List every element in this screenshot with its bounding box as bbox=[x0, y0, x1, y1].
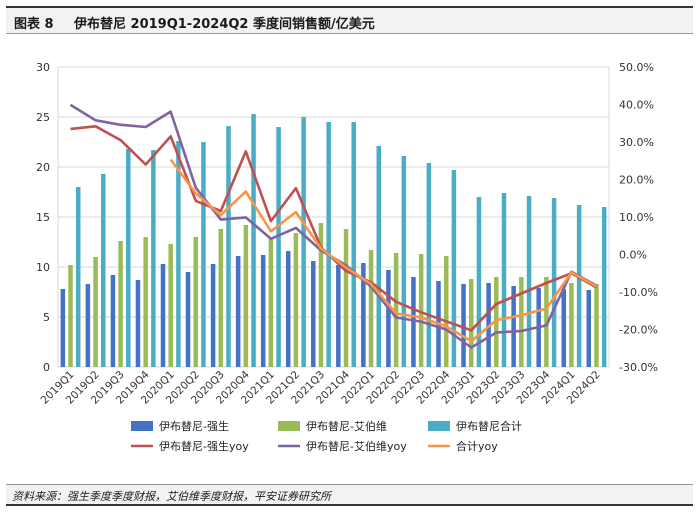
bar-abbv bbox=[594, 284, 599, 367]
bar-abbv bbox=[218, 229, 224, 367]
y-right-tick-label: 10.0% bbox=[619, 211, 654, 224]
y-right-tick-label: -10.0% bbox=[619, 286, 658, 299]
bar-total bbox=[451, 170, 457, 367]
bar-total bbox=[176, 141, 181, 367]
source-bar: 资料来源：强生季度季度财报，艾伯维季度财报，平安证券研究所 bbox=[6, 484, 693, 506]
y-left-tick-label: 0 bbox=[43, 361, 50, 374]
bar-total bbox=[326, 122, 331, 367]
bar-abbv bbox=[519, 277, 524, 367]
legend-swatch bbox=[278, 421, 300, 431]
bar-abbv bbox=[268, 239, 274, 367]
y-left-tick-label: 20 bbox=[36, 161, 50, 174]
bar-total bbox=[226, 126, 231, 367]
bar-js bbox=[85, 284, 91, 367]
legend-label: 伊布替尼合计 bbox=[456, 419, 522, 433]
y-right-tick-label: 30.0% bbox=[619, 136, 654, 149]
bar-abbv bbox=[168, 244, 173, 367]
line-abbv-yoy bbox=[69, 103, 598, 349]
chart-area: 0 5 10 15 20 25 30 -30.0% -20.0% -10.0% 0.0% 10.0% 2… bbox=[6, 34, 693, 484]
y-right-tick-label: 20.0% bbox=[619, 174, 654, 187]
legend-label: 伊布替尼-强生yoy bbox=[159, 439, 249, 453]
bar-total bbox=[276, 127, 281, 367]
bar-abbv bbox=[544, 277, 549, 367]
legend-label: 伊布替尼-艾伯维 bbox=[306, 419, 387, 433]
bar-js bbox=[336, 265, 341, 367]
legend-swatch bbox=[131, 421, 153, 431]
bar-total bbox=[101, 174, 106, 367]
bar-js bbox=[361, 263, 366, 367]
bar-js bbox=[260, 255, 266, 367]
bar-abbv bbox=[569, 283, 574, 367]
bar-abbv bbox=[494, 277, 499, 367]
bar-total bbox=[376, 146, 382, 367]
bar-js bbox=[461, 284, 466, 367]
legend-label: 合计yoy bbox=[456, 439, 498, 453]
bar-js bbox=[561, 289, 566, 367]
bar-js bbox=[285, 251, 291, 367]
y-left-tick-label: 5 bbox=[43, 311, 50, 324]
source-note: 资料来源：强生季度季度财报，艾伯维季度财报，平安证券研究所 bbox=[12, 490, 331, 503]
bar-js bbox=[185, 272, 191, 367]
bar-total bbox=[576, 205, 582, 367]
bar-abbv bbox=[243, 225, 249, 367]
bar-abbv bbox=[469, 279, 474, 367]
bar-total bbox=[301, 117, 306, 367]
sales-chart: 0 5 10 15 20 25 30 -30.0% -20.0% -10.0% 0.0% 10.0% 2… bbox=[36, 61, 658, 453]
bar-total bbox=[126, 149, 131, 367]
legend-swatch bbox=[428, 421, 450, 431]
bar-abbv bbox=[68, 265, 73, 367]
bar-abbv bbox=[418, 254, 424, 367]
bar-abbv bbox=[393, 253, 399, 367]
y-right-tick-label: 50.0% bbox=[619, 61, 654, 74]
y-right-tick-label: -30.0% bbox=[619, 361, 658, 374]
bar-abbv bbox=[193, 237, 198, 367]
bar-abbv bbox=[93, 257, 98, 367]
bar-total bbox=[75, 187, 81, 367]
line-total-yoy bbox=[169, 158, 598, 343]
bar-total bbox=[251, 114, 256, 367]
bar-total bbox=[426, 163, 432, 367]
bar-js bbox=[210, 264, 216, 367]
bar-js bbox=[586, 290, 592, 367]
bar-total bbox=[201, 142, 206, 367]
legend-label: 伊布替尼-强生 bbox=[159, 419, 229, 433]
figure-label: 图表 8 bbox=[14, 17, 54, 32]
bar-js bbox=[235, 256, 241, 367]
bar-total bbox=[501, 193, 507, 367]
bar-js bbox=[110, 275, 116, 367]
legend-label: 伊布替尼-艾伯维yoy bbox=[306, 439, 407, 453]
y-left-tick-label: 30 bbox=[36, 61, 50, 74]
bar-total bbox=[526, 196, 532, 367]
bar-js bbox=[160, 264, 166, 367]
bar-js bbox=[135, 280, 141, 367]
y-left-tick-label: 10 bbox=[36, 261, 50, 274]
bar-abbv bbox=[118, 241, 123, 367]
bar-js bbox=[411, 277, 416, 367]
y-right-tick-label: -20.0% bbox=[619, 324, 658, 337]
y-right-tick-label: 0.0% bbox=[619, 249, 647, 262]
bar-total bbox=[351, 122, 356, 367]
figure-header: 图表 8 伊布替尼 2019Q1-2024Q2 季度间销售额/亿美元 bbox=[6, 6, 693, 34]
bar-abbv bbox=[318, 223, 324, 367]
bar-js bbox=[511, 286, 516, 367]
bar-abbv bbox=[143, 237, 148, 367]
bar-total bbox=[601, 207, 607, 367]
bar-abbv bbox=[368, 250, 374, 367]
bar-abbv bbox=[293, 233, 299, 367]
bar-total bbox=[476, 197, 482, 367]
bar-abbv bbox=[443, 256, 449, 367]
figure-title: 伊布替尼 2019Q1-2024Q2 季度间销售额/亿美元 bbox=[74, 17, 375, 32]
y-left-tick-label: 15 bbox=[36, 211, 50, 224]
bar-js bbox=[311, 261, 316, 367]
bar-abbv bbox=[343, 229, 349, 367]
y-left-tick-label: 25 bbox=[36, 111, 50, 124]
line-js-yoy bbox=[70, 125, 598, 332]
bar-total bbox=[551, 198, 557, 367]
bar-js bbox=[60, 289, 66, 367]
bar-js bbox=[386, 270, 391, 367]
y-right-tick-label: 40.0% bbox=[619, 99, 654, 112]
bar-total bbox=[151, 150, 156, 367]
bar-total bbox=[401, 156, 407, 367]
